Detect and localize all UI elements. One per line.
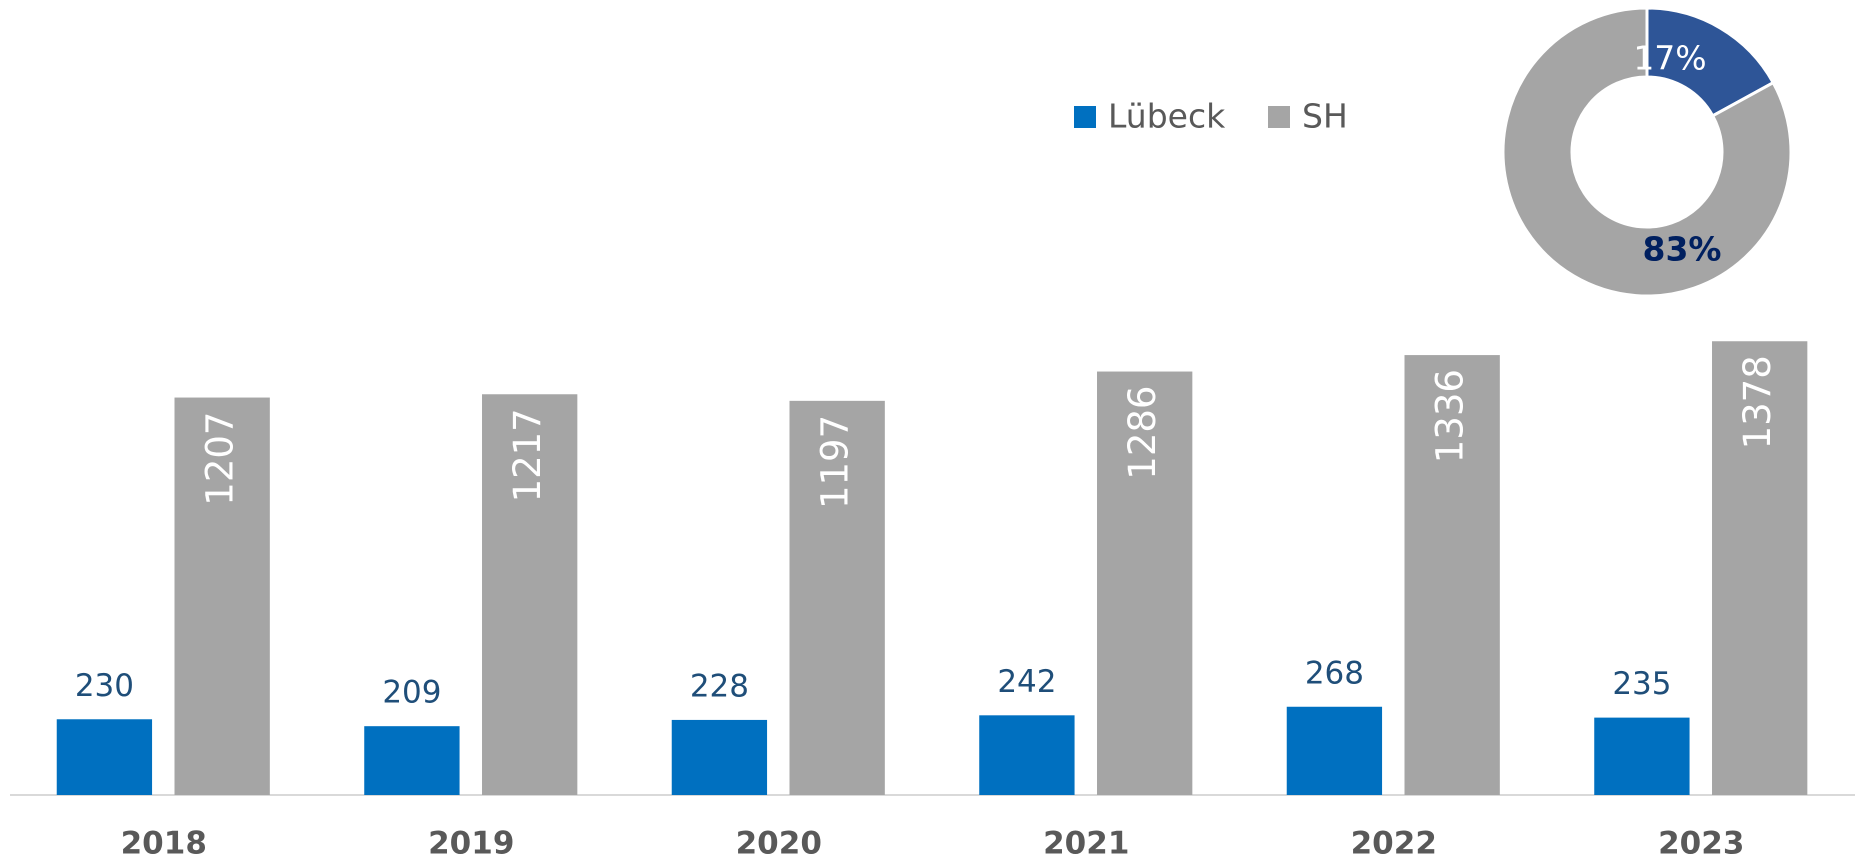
legend-label: SH [1302, 97, 1348, 136]
x-tick-label: 2020 [736, 826, 822, 859]
bar [482, 394, 578, 795]
legend-swatch [1268, 106, 1290, 128]
bar [1097, 371, 1193, 795]
data-label: 230 [75, 668, 134, 704]
data-label: 1378 [1736, 355, 1779, 449]
bar [671, 719, 768, 795]
data-label: 228 [690, 668, 749, 704]
bar [1712, 341, 1808, 795]
data-label: 1336 [1429, 369, 1472, 463]
bar [56, 719, 153, 795]
bar [789, 400, 885, 795]
data-label: 1197 [814, 415, 857, 509]
pie-slice [1501, 6, 1793, 298]
x-tick-label: 2019 [428, 826, 514, 859]
x-tick-label: 2021 [1043, 826, 1129, 859]
data-label: 1286 [1121, 386, 1164, 480]
data-label: 1207 [199, 412, 242, 506]
data-label: 235 [1612, 666, 1671, 702]
bar [364, 726, 460, 795]
x-tick-label: 2018 [121, 826, 207, 859]
bar [1286, 706, 1383, 795]
legend-swatch [1074, 106, 1096, 128]
x-tick-label: 2022 [1351, 826, 1437, 859]
bar [1594, 717, 1690, 795]
data-label: 1217 [506, 408, 549, 502]
bar [1404, 355, 1500, 795]
pie-label: 17% [1633, 39, 1706, 78]
data-label: 242 [997, 664, 1056, 700]
data-label: 209 [382, 675, 441, 711]
bar [979, 715, 1075, 795]
legend-label: Lübeck [1108, 97, 1226, 136]
data-label: 268 [1305, 655, 1364, 691]
pie-label: 83% [1643, 230, 1722, 269]
x-tick-label: 2023 [1658, 826, 1744, 859]
bar [174, 397, 270, 795]
